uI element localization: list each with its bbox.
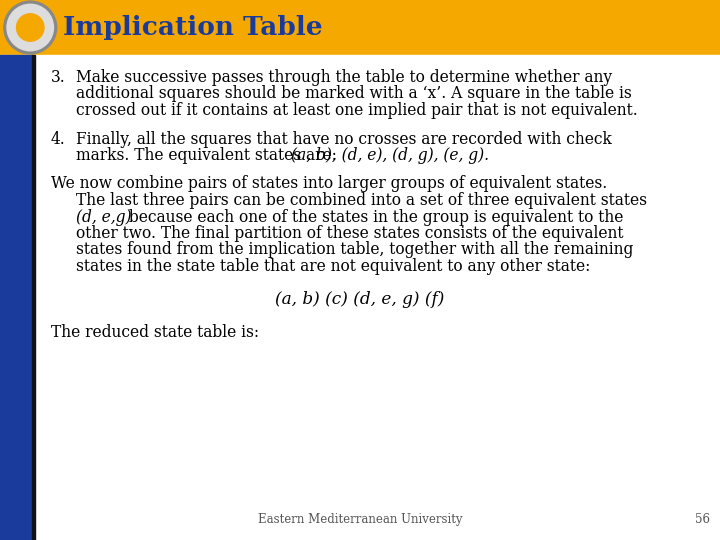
Text: We now combine pairs of states into larger groups of equivalent states.: We now combine pairs of states into larg… <box>51 176 607 192</box>
Text: 56: 56 <box>695 513 710 526</box>
Text: other two. The final partition of these states consists of the equivalent: other two. The final partition of these … <box>76 225 624 242</box>
Bar <box>32 55 35 540</box>
Text: Eastern Mediterranean University: Eastern Mediterranean University <box>258 513 462 526</box>
Text: (a, b) (c) (d, e, g) (f): (a, b) (c) (d, e, g) (f) <box>275 291 445 308</box>
Text: Finally, all the squares that have no crosses are recorded with check: Finally, all the squares that have no cr… <box>76 131 612 147</box>
Text: crossed out if it contains at least one implied pair that is not equivalent.: crossed out if it contains at least one … <box>76 102 638 119</box>
Text: additional squares should be marked with a ‘x’. A square in the table is: additional squares should be marked with… <box>76 85 631 103</box>
Text: The reduced state table is:: The reduced state table is: <box>51 324 259 341</box>
Circle shape <box>7 4 53 51</box>
Text: The last three pairs can be combined into a set of three equivalent states: The last three pairs can be combined int… <box>76 192 647 209</box>
Text: (d, e,g): (d, e,g) <box>76 208 132 226</box>
Text: 4.: 4. <box>51 131 66 147</box>
Text: because each one of the states in the group is equivalent to the: because each one of the states in the gr… <box>124 208 624 226</box>
Text: (a, b), (d, e), (d, g), (e, g).: (a, b), (d, e), (d, g), (e, g). <box>291 147 489 164</box>
Circle shape <box>17 14 44 41</box>
Text: 3.: 3. <box>51 69 66 86</box>
Text: Make successive passes through the table to determine whether any: Make successive passes through the table… <box>76 69 612 86</box>
Text: Implication Table: Implication Table <box>63 15 323 40</box>
Bar <box>0 55 720 540</box>
Text: marks. The equivalent states are:: marks. The equivalent states are: <box>76 147 342 164</box>
Circle shape <box>4 1 57 54</box>
Bar <box>0 0 720 55</box>
Bar <box>0 55 32 540</box>
Text: states in the state table that are not equivalent to any other state:: states in the state table that are not e… <box>76 258 590 275</box>
Text: states found from the implication table, together with all the remaining: states found from the implication table,… <box>76 241 634 259</box>
